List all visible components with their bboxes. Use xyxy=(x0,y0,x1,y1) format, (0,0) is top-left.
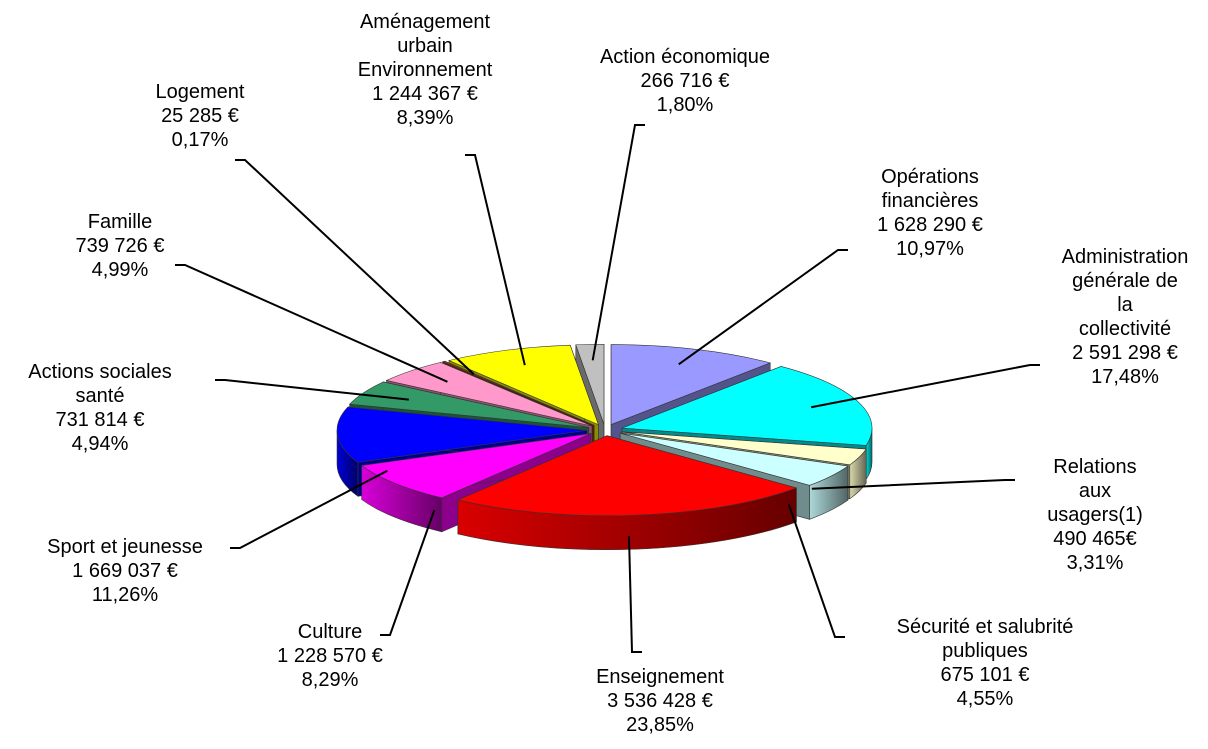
slice-top xyxy=(620,432,849,486)
category-label: Relations aux usagers(1) xyxy=(1047,456,1143,526)
amount-label: 2 591 298 € xyxy=(1072,342,1178,364)
category-label: Sport et jeunesse xyxy=(47,536,203,558)
slice-top xyxy=(441,360,595,426)
leader-line xyxy=(215,379,409,401)
slice-top xyxy=(621,366,873,446)
slice-label: Culture 1 228 570 €8,29% xyxy=(277,620,383,692)
amount-label: 739 726 € xyxy=(75,235,165,257)
slice-top xyxy=(360,433,592,499)
percentage-label: 11,26% xyxy=(91,584,159,606)
percentage-label: 23,85% xyxy=(626,714,694,736)
category-label: Opérations financières xyxy=(881,166,979,212)
slice-label: Opérations financières 1 628 290 €10,97% xyxy=(877,165,983,261)
slice-top xyxy=(448,344,599,426)
amount-label: 1 244 367 € xyxy=(372,83,478,105)
amount-label: 266 716 € xyxy=(640,70,730,92)
category-label: Action économique xyxy=(599,46,771,68)
slice-label: Aménagement urbain Environnement 1 244 36… xyxy=(358,10,493,130)
amount-label: 731 814 € xyxy=(55,409,145,431)
category-label: Enseignement xyxy=(596,666,724,688)
slice-label: Administration générale de la collectivi… xyxy=(1062,245,1189,389)
percentage-label: 1,80% xyxy=(656,94,714,116)
leader-line xyxy=(627,536,642,653)
category-label: Sécurité et salubrité publiques xyxy=(896,616,1074,662)
percentage-label: 17,48% xyxy=(1091,366,1159,388)
slice xyxy=(456,435,798,551)
slice-label: Enseignement 3 536 428 €23,85% xyxy=(596,665,724,737)
slice-label: Logement 25 285 €0,17% xyxy=(156,80,245,152)
leader-line xyxy=(465,154,526,366)
leader-line xyxy=(175,264,448,383)
slice-label: Action économique 266 716 €1,80% xyxy=(600,45,770,117)
slice-top xyxy=(336,406,588,463)
amount-label: 1 628 290 € xyxy=(877,214,983,236)
slice-top xyxy=(456,435,798,517)
amount-label: 1 228 570 € xyxy=(277,645,383,667)
slice-top xyxy=(349,381,589,428)
amount-label: 1 669 037 € xyxy=(72,560,178,582)
slice-label: Sport et jeunesse 1 669 037 €11,26% xyxy=(47,535,203,607)
amount-label: 25 285 € xyxy=(161,105,239,127)
leader-line xyxy=(810,364,1040,409)
slice-top xyxy=(575,343,605,425)
percentage-label: 4,94% xyxy=(71,433,129,455)
slice-top xyxy=(622,431,867,466)
percentage-label: 3,31% xyxy=(1066,552,1124,574)
slice-label: Famille 739 726 €4,99% xyxy=(76,210,165,282)
category-label: Actions sociales santé xyxy=(28,361,172,407)
slice-label: Sécurité et salubrité publiques 675 101 €… xyxy=(897,615,1074,711)
amount-label: 490 465€ xyxy=(1053,528,1137,550)
category-label: Administration générale de la collectivi… xyxy=(1061,246,1189,340)
percentage-label: 8,39% xyxy=(396,107,454,129)
category-label: Aménagement urbain Environnement xyxy=(357,11,493,81)
category-label: Famille xyxy=(87,211,153,233)
percentage-label: 4,55% xyxy=(956,688,1014,710)
amount-label: 3 536 428 € xyxy=(607,690,713,712)
slice-label: Relations aux usagers(1) 490 465€ 3,31% xyxy=(1039,455,1152,575)
leader-line xyxy=(811,479,1015,490)
amount-label: 675 101 € xyxy=(940,664,1030,686)
percentage-label: 0,17% xyxy=(171,129,229,151)
percentage-label: 10,97% xyxy=(896,238,964,260)
leader-line xyxy=(235,159,475,376)
leader-line xyxy=(787,503,845,638)
leader-line xyxy=(230,469,388,549)
leader-line xyxy=(678,249,848,366)
leader-line xyxy=(380,509,436,636)
leader-line xyxy=(591,124,645,361)
category-label: Logement xyxy=(155,81,245,103)
slice-label: Actions sociales santé 731 814 €4,94% xyxy=(28,360,171,456)
percentage-label: 8,29% xyxy=(301,669,359,691)
percentage-label: 4,99% xyxy=(91,259,149,281)
category-label: Culture xyxy=(297,621,363,643)
slice-top xyxy=(610,344,772,426)
